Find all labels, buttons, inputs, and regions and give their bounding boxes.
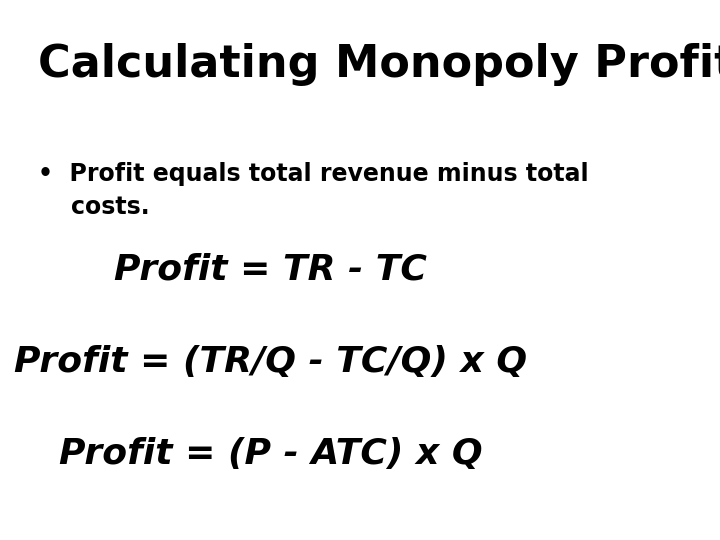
Text: Calculating Monopoly Profit: Calculating Monopoly Profit: [38, 43, 720, 86]
Text: Profit = (P - ATC) x Q: Profit = (P - ATC) x Q: [59, 437, 482, 470]
Text: •  Profit equals total revenue minus total
    costs.: • Profit equals total revenue minus tota…: [38, 162, 588, 219]
Text: Profit = (TR/Q - TC/Q) x Q: Profit = (TR/Q - TC/Q) x Q: [14, 345, 527, 379]
Text: Profit = TR - TC: Profit = TR - TC: [114, 253, 427, 287]
